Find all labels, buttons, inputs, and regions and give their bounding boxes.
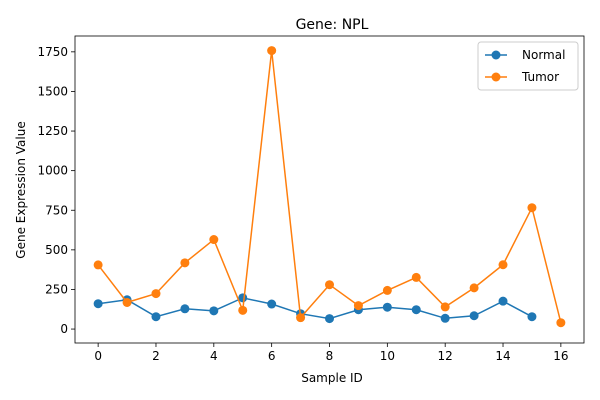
- x-tick-label: 4: [210, 349, 218, 363]
- legend-marker-tumor: [492, 73, 501, 82]
- data-point-normal: [527, 312, 536, 321]
- data-point-tumor: [470, 283, 479, 292]
- y-tick-label: 750: [45, 203, 68, 217]
- y-tick-label: 1500: [37, 84, 68, 98]
- data-point-tumor: [94, 260, 103, 269]
- data-point-normal: [383, 303, 392, 312]
- data-point-normal: [499, 297, 508, 306]
- data-point-tumor: [354, 301, 363, 310]
- y-tick-label: 1250: [37, 124, 68, 138]
- y-tick-label: 1750: [37, 45, 68, 59]
- data-point-tumor: [123, 298, 132, 307]
- legend: Normal Tumor: [478, 42, 578, 90]
- data-point-normal: [151, 312, 160, 321]
- x-tick-label: 16: [553, 349, 568, 363]
- legend-marker-normal: [492, 51, 501, 60]
- data-point-tumor: [527, 203, 536, 212]
- data-point-normal: [209, 306, 218, 315]
- x-tick-label: 6: [268, 349, 276, 363]
- data-point-normal: [267, 300, 276, 309]
- data-point-tumor: [499, 260, 508, 269]
- y-tick-label: 500: [45, 243, 68, 257]
- x-axis-label: Sample ID: [301, 371, 363, 385]
- y-tick-label: 250: [45, 282, 68, 296]
- x-tick-label: 12: [438, 349, 453, 363]
- y-tick-label: 0: [60, 322, 68, 336]
- data-point-tumor: [180, 258, 189, 267]
- data-point-normal: [441, 314, 450, 323]
- legend-label-normal: Normal: [522, 48, 565, 62]
- x-tick-label: 0: [94, 349, 102, 363]
- data-point-tumor: [238, 306, 247, 315]
- data-point-normal: [412, 305, 421, 314]
- data-point-tumor: [412, 273, 421, 282]
- data-point-normal: [470, 311, 479, 320]
- data-point-normal: [94, 299, 103, 308]
- data-point-tumor: [296, 313, 305, 322]
- y-axis-label: Gene Expression Value: [14, 121, 28, 258]
- legend-label-tumor: Tumor: [521, 70, 559, 84]
- chart-title: Gene: NPL: [296, 17, 369, 33]
- data-point-tumor: [267, 46, 276, 55]
- data-point-tumor: [209, 235, 218, 244]
- x-tick-label: 2: [152, 349, 160, 363]
- y-tick-label: 1000: [37, 164, 68, 178]
- data-point-normal: [325, 314, 334, 323]
- data-point-normal: [180, 304, 189, 313]
- data-point-tumor: [151, 289, 160, 298]
- x-tick-label: 14: [495, 349, 510, 363]
- x-axis: 0 2 4 6 8 10 12 14 16: [94, 343, 568, 363]
- y-axis: 0 250 500 750 1000 1250 1500 1750: [37, 45, 75, 336]
- data-point-tumor: [556, 318, 565, 327]
- data-point-tumor: [383, 286, 392, 295]
- data-point-tumor: [325, 280, 334, 289]
- x-tick-label: 8: [326, 349, 334, 363]
- data-point-tumor: [441, 302, 450, 311]
- x-tick-label: 10: [380, 349, 395, 363]
